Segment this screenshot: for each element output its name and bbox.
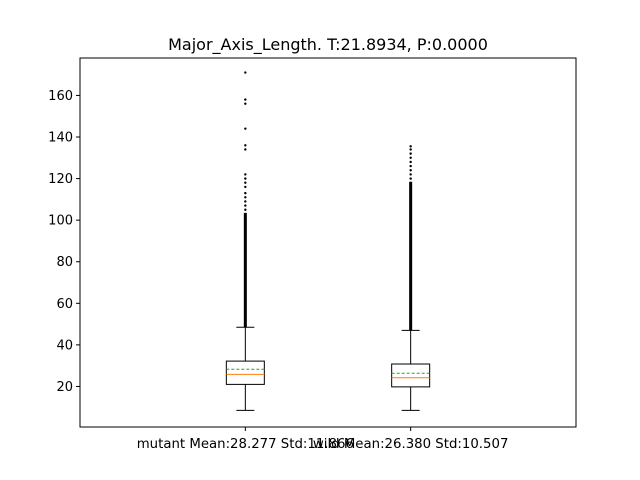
x-tick-label: wild Mean:26.380 Std:10.507 <box>313 437 509 452</box>
y-tick-label: 160 <box>48 89 73 104</box>
outlier-point <box>409 145 412 148</box>
outlier-point <box>244 173 247 176</box>
outlier-point <box>244 185 247 189</box>
y-tick-label: 140 <box>48 130 73 145</box>
y-tick-label: 60 <box>56 297 73 312</box>
iqr-box <box>225 360 265 385</box>
outlier-point <box>244 177 247 180</box>
outlier-point <box>409 148 412 151</box>
outlier-point <box>244 181 247 184</box>
outlier-point <box>244 71 247 74</box>
outlier-point <box>244 208 247 211</box>
outlier-point <box>244 191 247 195</box>
outlier-point <box>244 144 247 147</box>
y-tick-label: 40 <box>56 338 73 353</box>
outlier-point <box>244 102 247 105</box>
outlier-point <box>409 164 412 168</box>
outlier-point <box>409 152 412 155</box>
outlier-point <box>409 177 412 180</box>
outlier-point <box>244 127 247 130</box>
y-tick-label: 80 <box>56 255 73 270</box>
x-tick-label: mutant Mean:28.277 Std:11.866 <box>137 437 354 452</box>
outlier-point <box>244 98 247 101</box>
y-tick-label: 120 <box>48 172 73 187</box>
axes-frame <box>79 57 577 428</box>
outlier-point <box>244 148 247 151</box>
y-tick-label: 20 <box>56 380 73 395</box>
y-tick-label: 100 <box>48 214 73 229</box>
outlier-point <box>244 200 247 203</box>
iqr-box <box>391 363 431 388</box>
chart-title: Major_Axis_Length. T:21.8934, P:0.0000 <box>168 35 488 55</box>
outlier-point <box>244 196 247 199</box>
outlier-point <box>409 160 412 164</box>
plot-area: 20 40 60 80 100 120 140 160 mutant Mean:28.277 S… <box>48 71 508 452</box>
outlier-point <box>409 173 412 176</box>
outlier-point <box>409 156 412 159</box>
outlier-point <box>244 204 247 207</box>
outlier-point <box>409 169 412 172</box>
